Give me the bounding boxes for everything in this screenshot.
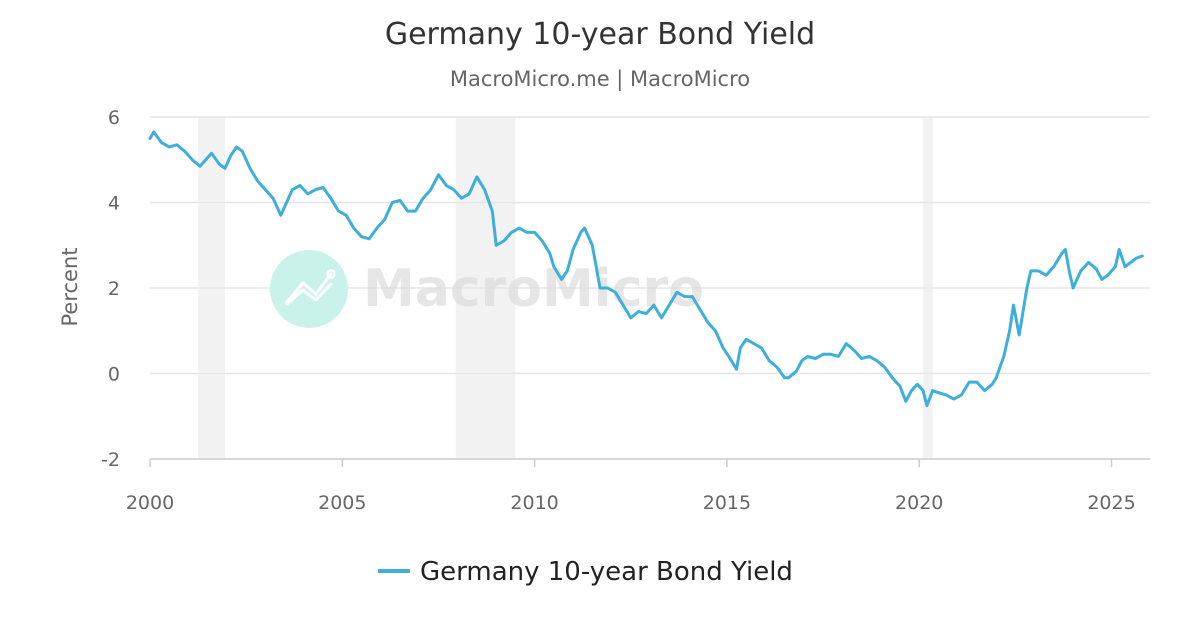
legend-label: Germany 10-year Bond Yield (420, 557, 793, 587)
chart-title: Germany 10-year Bond Yield (385, 17, 815, 52)
x-tick-label: 2025 (1087, 492, 1135, 514)
chart-subtitle: MacroMicro.me | MacroMicro (450, 67, 750, 92)
y-tick-label: 0 (108, 364, 120, 386)
x-tick-label: 2010 (510, 492, 558, 514)
x-tick-label: 2000 (126, 492, 174, 514)
axes: -2 0 2 4 6 2000 2005 2010 2015 2020 2025 (101, 107, 1136, 514)
watermark-text: MacroMicro (363, 259, 704, 319)
y-tick-label: 2 (108, 278, 120, 300)
y-tick-label: -2 (101, 449, 120, 471)
x-tick-label: 2015 (703, 492, 751, 514)
y-tick-label: 6 (108, 107, 120, 129)
series-line (148, 130, 1144, 408)
series-layer (148, 130, 1144, 408)
x-tick-label: 2020 (895, 492, 943, 514)
y-tick-label: 4 (108, 193, 120, 215)
x-tick-label: 2005 (318, 492, 366, 514)
watermark: MacroMicro (270, 250, 704, 328)
legend[interactable]: Germany 10-year Bond Yield (378, 557, 793, 587)
y-axis-label: Percent (58, 247, 82, 326)
